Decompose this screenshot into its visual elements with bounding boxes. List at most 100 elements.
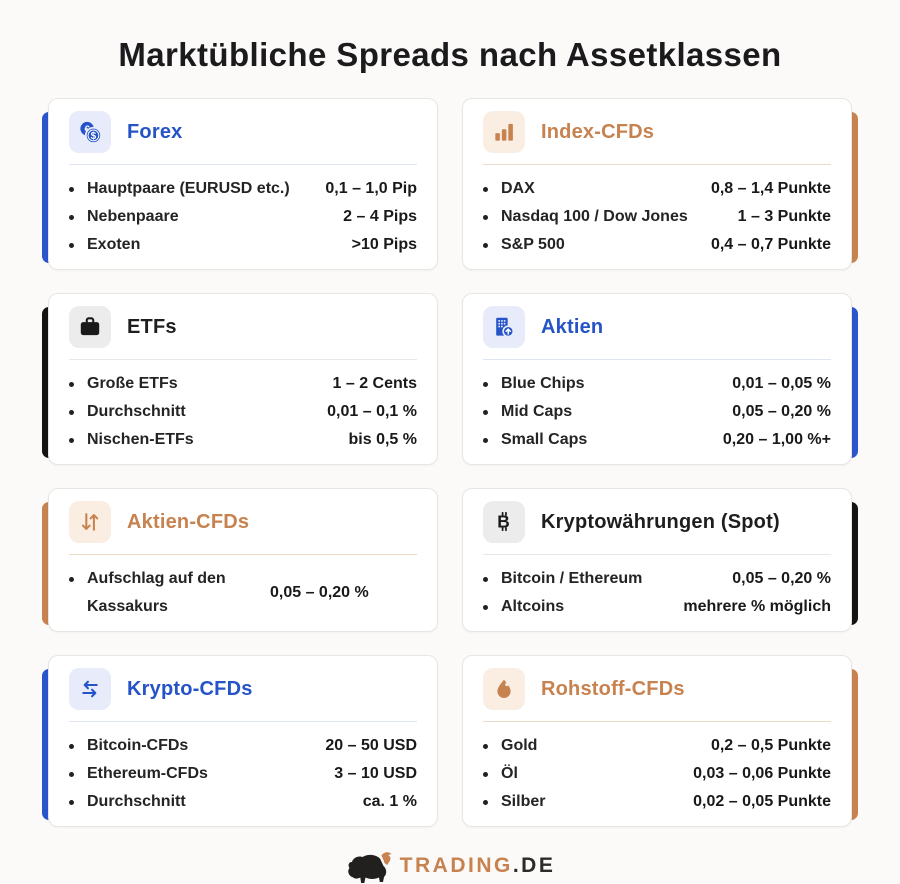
cards-grid: € $ Forex Hauptpaare (EURUSD etc.) 0,1 –… (0, 98, 900, 827)
spread-row: Durchschnitt ca. 1 % (69, 788, 417, 816)
spread-row: Große ETFs 1 – 2 Cents (69, 370, 417, 398)
bullet-dot (69, 437, 74, 443)
asset-label: S&P 500 (501, 236, 565, 253)
spread-list: Bitcoin / Ethereum 0,05 – 0,20 % Altcoin… (483, 565, 831, 621)
spread-row: Nischen-ETFs bis 0,5 % (69, 426, 417, 454)
asset-label: Nasdaq 100 / Dow Jones (501, 208, 688, 225)
footer-logo: TRADING.DE (0, 848, 900, 884)
spread-value: bis 0,5 % (348, 431, 417, 448)
card-header: Index-CFDs (483, 111, 831, 153)
divider (69, 164, 417, 165)
spread-list: DAX 0,8 – 1,4 Punkte Nasdaq 100 / Dow Jo… (483, 175, 831, 259)
droplet-icon (483, 668, 525, 710)
spread-list: Hauptpaare (EURUSD etc.) 0,1 – 1,0 Pip N… (69, 175, 417, 259)
spread-row: Hauptpaare (EURUSD etc.) 0,1 – 1,0 Pip (69, 175, 417, 203)
spread-list: Bitcoin-CFDs 20 – 50 USD Ethereum-CFDs 3… (69, 732, 417, 816)
spread-list: Gold 0,2 – 0,5 Punkte Öl 0,03 – 0,06 Pun… (483, 732, 831, 816)
asset-label: Durchschnitt (87, 403, 186, 420)
card-aktien: Aktien Blue Chips 0,01 – 0,05 % Mid Caps… (462, 293, 858, 465)
bitcoin-icon: B (483, 501, 525, 543)
bullet-dot (483, 743, 488, 749)
spread-value: 0,02 – 0,05 Punkte (693, 793, 831, 810)
spread-value: 3 – 10 USD (334, 765, 417, 782)
spread-list: Aufschlag auf den Kassakurs 0,05 – 0,20 … (69, 565, 417, 621)
asset-label: Exoten (87, 236, 141, 253)
card-title: Index-CFDs (541, 120, 655, 143)
card-etfs: ETFs Große ETFs 1 – 2 Cents Durchschnitt… (42, 293, 438, 465)
brand-main: TRADING (399, 854, 513, 877)
spread-value: 0,05 – 0,20 % (732, 570, 831, 587)
card-rohstoff-cfds: Rohstoff-CFDs Gold 0,2 – 0,5 Punkte Öl 0… (462, 655, 858, 827)
building-up-arrow-icon (483, 306, 525, 348)
bullet-dot (483, 381, 488, 387)
spread-row: Durchschnitt 0,01 – 0,1 % (69, 398, 417, 426)
spread-value: 0,8 – 1,4 Punkte (710, 180, 831, 197)
spread-row: Mid Caps 0,05 – 0,20 % (483, 398, 831, 426)
spread-row: Bitcoin / Ethereum 0,05 – 0,20 % (483, 565, 831, 593)
card-title: Kryptowährungen (Spot) (541, 510, 780, 533)
spread-list: Große ETFs 1 – 2 Cents Durchschnitt 0,01… (69, 370, 417, 454)
bullet-dot (483, 409, 488, 415)
asset-label: Nischen-ETFs (87, 431, 194, 448)
spread-row: DAX 0,8 – 1,4 Punkte (483, 175, 831, 203)
spread-row: Small Caps 0,20 – 1,00 %+ (483, 426, 831, 454)
asset-label: Bitcoin / Ethereum (501, 570, 643, 587)
asset-label: Blue Chips (501, 375, 585, 392)
page-title: Marktübliche Spreads nach Assetklassen (118, 36, 782, 73)
spread-value: 0,05 – 0,20 % (732, 403, 831, 420)
spread-row: Ethereum-CFDs 3 – 10 USD (69, 760, 417, 788)
spread-row: Altcoins mehrere % möglich (483, 593, 831, 621)
card-krypto-cfds: Krypto-CFDs Bitcoin-CFDs 20 – 50 USD Eth… (42, 655, 438, 827)
bullet-dot (483, 799, 488, 805)
spread-row: Bitcoin-CFDs 20 – 50 USD (69, 732, 417, 760)
brand-suffix: .DE (512, 854, 556, 877)
divider (483, 721, 831, 722)
spread-row: Gold 0,2 – 0,5 Punkte (483, 732, 831, 760)
card-title: Rohstoff-CFDs (541, 677, 685, 700)
up-down-arrows-icon (69, 501, 111, 543)
card-header: € $ Forex (69, 111, 417, 153)
card-title: Forex (127, 120, 183, 143)
spread-value: 20 – 50 USD (325, 737, 417, 754)
asset-label: Ethereum-CFDs (87, 765, 208, 782)
bullet-dot (483, 186, 488, 192)
asset-label: Aufschlag auf den Kassakurs (87, 570, 226, 615)
asset-label: Altcoins (501, 598, 565, 615)
asset-label: Gold (501, 737, 538, 754)
spread-row: Blue Chips 0,01 – 0,05 % (483, 370, 831, 398)
spread-row: Exoten >10 Pips (69, 231, 417, 259)
euro-dollar-coins-icon: € $ (69, 111, 111, 153)
asset-label: Small Caps (501, 431, 588, 448)
card-title: Aktien-CFDs (127, 510, 250, 533)
spread-value: 0,05 – 0,20 % (270, 584, 369, 601)
divider (69, 554, 417, 555)
bullet-dot (483, 604, 488, 610)
divider (483, 359, 831, 360)
bullet-dot (69, 799, 74, 805)
spread-row: S&P 500 0,4 – 0,7 Punkte (483, 231, 831, 259)
divider (483, 164, 831, 165)
bar-chart-icon (483, 111, 525, 153)
swap-arrows-icon (69, 668, 111, 710)
briefcase-icon (69, 306, 111, 348)
asset-label: Nebenpaare (87, 208, 179, 225)
asset-label: Bitcoin-CFDs (87, 737, 189, 754)
asset-label: Durchschnitt (87, 793, 186, 810)
spread-value: 0,03 – 0,06 Punkte (693, 765, 831, 782)
bullet-dot (69, 381, 74, 387)
card-header: B Kryptowährungen (Spot) (483, 501, 831, 543)
card-header: ETFs (69, 306, 417, 348)
asset-label: Hauptpaare (EURUSD etc.) (87, 180, 290, 197)
card-header: Krypto-CFDs (69, 668, 417, 710)
spread-value: 0,2 – 0,5 Punkte (710, 737, 831, 754)
asset-label: Silber (501, 793, 546, 810)
card-title: Aktien (541, 315, 604, 338)
spread-value: 0,01 – 0,1 % (327, 403, 417, 420)
spread-row: Silber 0,02 – 0,05 Punkte (483, 788, 831, 816)
card-aktien-cfds: Aktien-CFDs Aufschlag auf den Kassakurs … (42, 488, 438, 632)
divider (69, 359, 417, 360)
card-title: Krypto-CFDs (127, 677, 253, 700)
spread-value: ca. 1 % (362, 793, 417, 810)
card-forex: € $ Forex Hauptpaare (EURUSD etc.) 0,1 –… (42, 98, 438, 270)
bullet-dot (69, 214, 74, 220)
